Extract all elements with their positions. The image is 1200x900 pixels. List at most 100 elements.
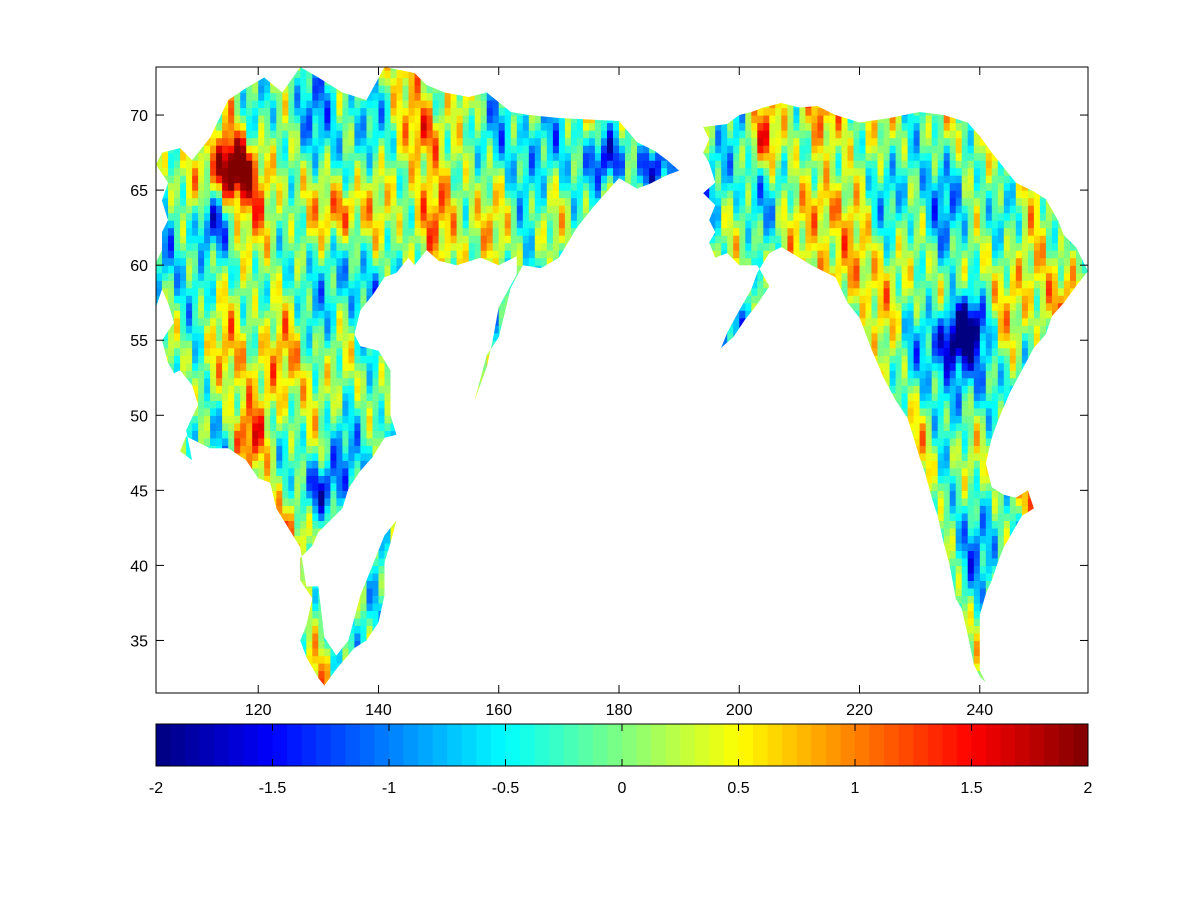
heatmap-cell (979, 497, 987, 506)
heatmap-cell (300, 633, 307, 642)
heatmap-cell (973, 550, 981, 559)
heatmap-cell (991, 527, 999, 536)
heatmap-cell (294, 527, 301, 536)
heatmap-cell (955, 580, 963, 589)
heatmap-cell (300, 520, 307, 529)
heatmap-cell (288, 520, 295, 529)
heatmap-cell (955, 460, 963, 469)
heatmap-cell (991, 490, 999, 499)
heatmap-cell (336, 445, 343, 454)
heatmap-cell (919, 452, 927, 461)
heatmap-cell (378, 557, 386, 566)
heatmap-cell (943, 550, 951, 559)
heatmap-cell (300, 542, 307, 551)
heatmap-cell (961, 460, 969, 469)
heatmap-cell (955, 505, 963, 514)
heatmap-cell (967, 550, 975, 559)
heatmap-cell (312, 460, 319, 469)
heatmap-cell (312, 475, 319, 484)
heatmap-cell (288, 527, 295, 536)
heatmap-cell (1015, 497, 1023, 506)
heatmap-cell (985, 572, 993, 581)
heatmap-cell (288, 482, 295, 491)
heatmap-cell (228, 445, 235, 454)
heatmap-cell (318, 512, 325, 521)
heatmap-cell (943, 490, 951, 499)
heatmap-cell (979, 520, 987, 529)
heatmap-cell (955, 475, 963, 484)
heatmap-cell (955, 527, 963, 536)
heatmap-cell (973, 633, 981, 642)
heatmap-cell (294, 520, 301, 529)
heatmap-cell (312, 527, 319, 536)
heatmap-cell (985, 497, 993, 506)
heatmap-cell (955, 595, 963, 604)
heatmap-cell (961, 572, 969, 581)
heatmap-cell (955, 587, 963, 596)
heatmap-cell (961, 610, 969, 619)
heatmap-cell (186, 445, 193, 454)
heatmap-cell (246, 460, 253, 469)
heatmap-cell (282, 512, 289, 521)
heatmap-cell (961, 482, 969, 491)
heatmap-cell (931, 460, 939, 469)
heatmap-cell (342, 648, 349, 657)
heatmap-cell (997, 527, 1005, 536)
heatmap-cell (949, 550, 957, 559)
heatmap-cell (306, 497, 313, 506)
heatmap-cell (318, 633, 325, 642)
heatmap-cell (997, 490, 1005, 499)
heatmap-cell (1027, 497, 1035, 506)
heatmap-cell (973, 557, 981, 566)
heatmap-cell (306, 460, 313, 469)
heatmap-cell (949, 520, 957, 529)
heatmap-cell (342, 490, 349, 499)
heatmap-cell (1021, 497, 1029, 506)
heatmap-cell (967, 475, 975, 484)
heatmap-cell (288, 460, 295, 469)
heatmap-cell (372, 580, 380, 589)
heatmap-cell (949, 565, 957, 574)
heatmap-cell (318, 445, 325, 454)
heatmap-cell (366, 625, 374, 634)
heatmap-cell (991, 497, 999, 506)
heatmap-cell (949, 497, 957, 506)
heatmap-cell (300, 490, 307, 499)
heatmap-cell (991, 565, 999, 574)
heatmap-cell (931, 482, 939, 491)
heatmap-cell (973, 490, 981, 499)
heatmap-cell (1027, 505, 1035, 514)
heatmap-cell (1009, 520, 1017, 529)
heatmap-cell (937, 482, 945, 491)
heatmap-cell (246, 452, 253, 461)
heatmap-cell (973, 610, 981, 619)
heatmap-cell (1009, 512, 1017, 521)
heatmap-cell (961, 505, 969, 514)
heatmap-cell (925, 460, 933, 469)
heatmap-cell (300, 452, 307, 461)
heatmap-cell (997, 512, 1005, 521)
heatmap-cell (312, 595, 319, 604)
heatmap-cell (931, 475, 939, 484)
heatmap-cell (294, 452, 301, 461)
heatmap-cell (925, 482, 933, 491)
heatmap-cell (943, 475, 951, 484)
heatmap-cell (348, 460, 355, 469)
heatmap-cell (949, 527, 957, 536)
heatmap-cell (258, 445, 265, 454)
heatmap-cell (282, 460, 289, 469)
heatmap-cell (967, 497, 975, 506)
heatmap-cell (312, 482, 319, 491)
heatmap-cell (979, 527, 987, 536)
heatmap-cell (955, 542, 963, 551)
heatmap-cell (973, 475, 981, 484)
heatmap-cell (1003, 527, 1011, 536)
heatmap-cell (318, 520, 325, 529)
heatmap-cell (979, 587, 987, 596)
heatmap-cell (931, 452, 939, 461)
heatmap-cell (330, 452, 337, 461)
heatmap-cell (1015, 512, 1023, 521)
heatmap-cell (294, 505, 301, 514)
heatmap-cell (949, 452, 957, 461)
heatmap-cell (973, 663, 981, 672)
